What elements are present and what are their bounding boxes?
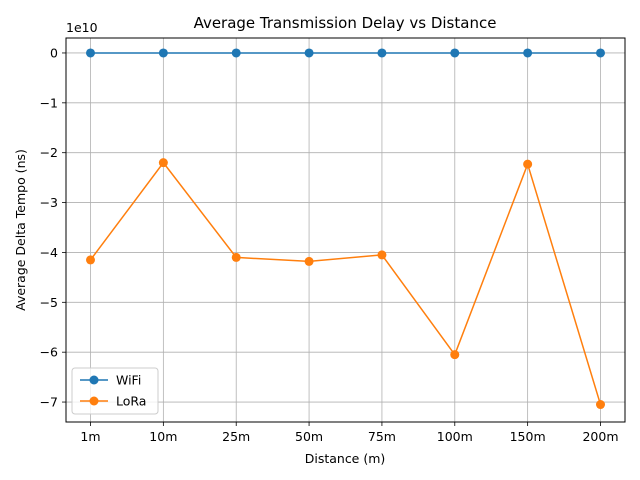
legend-wifi-marker [89, 375, 99, 385]
lora-point [523, 159, 533, 169]
y-tick-label: −1 [40, 95, 58, 110]
wifi-point [158, 48, 168, 58]
chart-title: Average Transmission Delay vs Distance [194, 14, 497, 32]
x-tick-label: 10m [149, 429, 177, 444]
series-lora [86, 158, 605, 410]
legend-lora-marker [89, 396, 99, 406]
series-layer [86, 48, 605, 410]
wifi-point [304, 48, 314, 58]
legend: WiFi LoRa [71, 367, 159, 415]
wifi-point [523, 48, 533, 58]
wifi-point [596, 48, 605, 58]
x-tick-label: 100m [437, 429, 473, 444]
y-tick-label: −2 [40, 145, 58, 160]
y-tick-label: −3 [40, 195, 58, 210]
x-tick-label: 50m [295, 429, 323, 444]
y-tick-label: −7 [40, 395, 58, 410]
series-wifi [86, 48, 605, 58]
lora-line [89, 161, 602, 405]
y-axis-offset-label: 1e10 [66, 20, 98, 35]
lora-point [158, 158, 168, 168]
legend-lora-label: LoRa [116, 394, 146, 409]
x-axis-label: Distance (m) [305, 451, 386, 466]
x-tick-label: 75m [368, 429, 396, 444]
wifi-point [450, 48, 460, 58]
wifi-point [231, 48, 241, 58]
x-tick-label: 200m [582, 429, 618, 444]
plot-frame [65, 37, 626, 423]
lora-point [304, 256, 314, 266]
x-tick-label: 1m [80, 429, 100, 444]
wifi-point [377, 48, 387, 58]
lora-point [231, 252, 241, 262]
lora-point [377, 250, 387, 260]
lora-point [596, 400, 605, 410]
y-tick-label: −4 [40, 245, 58, 260]
axes: 1m 10m 25m 50m 75m 100m 150m 200m 0 −1 −2 −3 −4 −5 −6 −… [40, 45, 619, 444]
wifi-point [86, 48, 95, 58]
x-tick-label: 25m [222, 429, 250, 444]
y-tick-label: 0 [50, 45, 58, 60]
legend-wifi-label: WiFi [116, 373, 141, 388]
lora-point [86, 255, 95, 265]
y-tick-label: −5 [40, 295, 58, 310]
y-axis-label: Average Delta Tempo (ns) [13, 149, 28, 311]
y-tick-label: −6 [40, 345, 58, 360]
lora-point [450, 350, 460, 360]
x-tick-label: 150m [510, 429, 546, 444]
